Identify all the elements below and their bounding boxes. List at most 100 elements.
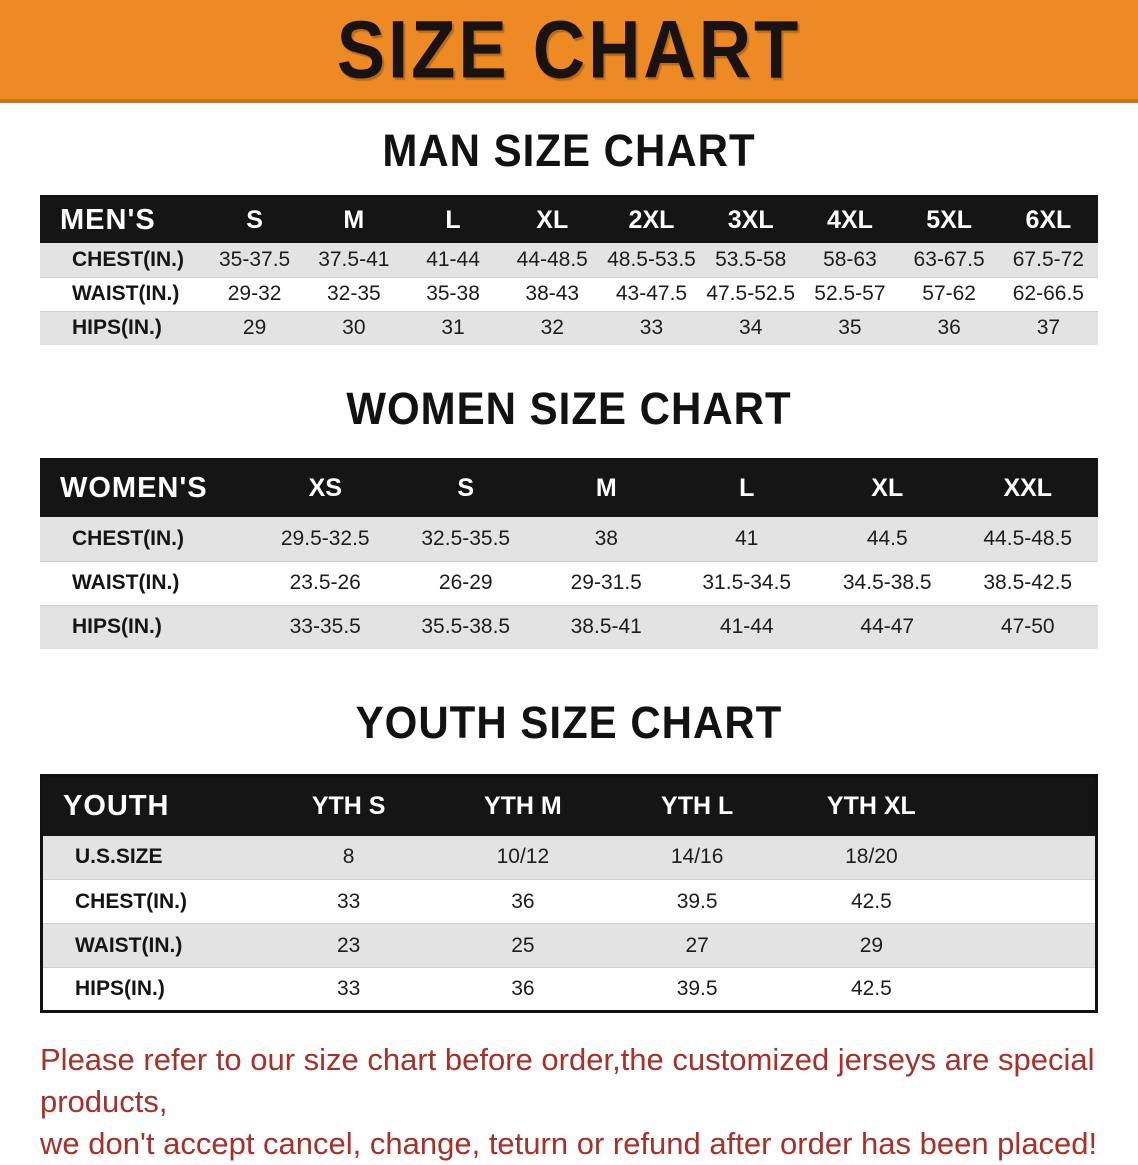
size-value-cell: 36 (511, 889, 535, 913)
size-value-cell: 29-32 (227, 282, 282, 305)
measurement-row: HIPS(IN.) 29 30 31 32 33 34 35 36 37 (40, 311, 1098, 345)
size-value-cell: 48.5-53.5 (607, 247, 696, 271)
table-group-label: YOUTH (41, 775, 262, 836)
size-value-cell: 43-47.5 (615, 282, 688, 305)
women-size-chart-title: WOMEN SIZE CHART (346, 383, 792, 434)
size-value-cell: 34 (739, 316, 763, 340)
row-label: CHEST(IN.) (72, 526, 184, 550)
size-value-cell: 47.5-52.5 (706, 282, 796, 305)
measurement-row: HIPS(IN.) 33 36 39.5 42.5 (41, 967, 1097, 1012)
size-value-cell: 27 (685, 933, 709, 957)
size-value-cell: 57-62 (922, 282, 976, 305)
size-value-cell: 38.5-42.5 (983, 571, 1073, 594)
size-column-header: XS (255, 459, 396, 517)
size-value-cell: 38.5-41 (570, 615, 642, 639)
size-value-cell: 35 (838, 316, 862, 340)
man-size-chart-title: MAN SIZE CHART (382, 125, 756, 176)
size-value-cell: 36 (937, 316, 961, 340)
size-value-cell: 33 (639, 316, 664, 340)
man-size-table: MEN'S S M L XL 2XL 3XL 4XL 5XL 6XL CHEST(IN.) 35-37… (40, 195, 1098, 345)
size-column-header: S (395, 459, 536, 517)
size-value-cell: 32 (540, 316, 564, 340)
size-value-cell: 18/20 (845, 845, 898, 869)
size-value-cell: 31.5-34.5 (702, 571, 792, 594)
row-label: CHEST(IN.) (72, 247, 184, 271)
row-label: HIPS(IN.) (75, 977, 165, 1000)
size-table-header-row: MEN'S S M L XL 2XL 3XL 4XL 5XL 6XL (40, 196, 1098, 243)
size-table-header-row: YOUTH YTH S YTH M YTH L YTH XL (41, 775, 1097, 836)
size-column-header: S (205, 196, 305, 243)
size-value-cell: 23 (336, 933, 361, 957)
row-filler-cell (959, 836, 1097, 880)
row-label: U.S.SIZE (75, 845, 163, 869)
size-table-header-row: WOMEN'S XS S M L XL XXL (40, 459, 1098, 517)
size-value-cell: 35-37.5 (218, 247, 291, 271)
size-value-cell: 44-48.5 (516, 247, 588, 271)
size-value-cell: 10/12 (496, 845, 550, 869)
disclaimer-line-1: Please refer to our size chart before or… (40, 1042, 1095, 1119)
size-column-header: XL (817, 459, 958, 517)
row-filler-cell (959, 968, 1097, 1012)
size-value-cell: 36 (511, 977, 535, 1000)
size-column-header: L (403, 196, 503, 243)
size-value-cell: 23.5-26 (289, 571, 361, 594)
row-filler-cell (959, 880, 1097, 924)
row-label: WAIST(IN.) (75, 933, 183, 957)
size-value-cell: 39.5 (676, 889, 718, 913)
table-group-label: MEN'S (40, 196, 205, 243)
measurement-row: CHEST(IN.) 35-37.5 37.5-41 41-44 44-48.5 48.5… (40, 243, 1098, 277)
size-value-cell: 29.5-32.5 (280, 526, 370, 550)
size-value-cell: 33-35.5 (289, 615, 361, 639)
measurement-row: HIPS(IN.) 33-35.5 35.5-38.5 38.5-41 41-44 44-… (40, 605, 1098, 649)
youth-size-table: YOUTH YTH S YTH M YTH L YTH XL U.S.SIZE 8 10/12… (40, 774, 1098, 1013)
measurement-row: WAIST(IN.) 23 25 27 29 (41, 923, 1097, 968)
measurement-row: CHEST(IN.) 29.5-32.5 32.5-35.5 38 41 44.5 44.5… (40, 517, 1098, 561)
size-value-cell: 29-31.5 (570, 571, 642, 594)
banner-title: SIZE CHART (336, 3, 802, 96)
row-label: CHEST(IN.) (75, 889, 187, 913)
size-column-header: XL (502, 196, 602, 243)
size-value-cell: 53.5-58 (715, 247, 787, 271)
row-label: WAIST(IN.) (72, 282, 180, 305)
size-column-header: M (536, 459, 677, 517)
size-column-header: 6XL (998, 196, 1098, 243)
size-column-header: YTH XL (784, 775, 959, 836)
size-value-cell: 44-47 (860, 615, 915, 639)
size-value-cell: 63-67.5 (913, 247, 985, 271)
youth-size-chart-title: YOUTH SIZE CHART (355, 697, 783, 748)
measurement-row: WAIST(IN.) 29-32 32-35 35-38 38-43 43-47.5 47.… (40, 277, 1098, 311)
size-column-header: YTH S (261, 775, 436, 836)
size-value-cell: 32-35 (326, 282, 381, 305)
row-label: HIPS(IN.) (72, 615, 162, 639)
size-value-cell: 37.5-41 (318, 247, 390, 271)
row-label: WAIST(IN.) (72, 571, 180, 594)
disclaimer-note: Please refer to our size chart before or… (40, 1039, 1114, 1165)
size-value-cell: 39.5 (676, 977, 718, 1000)
size-value-cell: 67.5-72 (1012, 247, 1084, 271)
size-value-cell: 32.5-35.5 (421, 526, 511, 550)
size-value-cell: 38-43 (525, 282, 580, 305)
size-value-cell: 42.5 (850, 977, 892, 1000)
size-chart-banner: SIZE CHART (0, 0, 1138, 103)
size-value-cell: 58-63 (823, 247, 877, 271)
table-group-label: WOMEN'S (40, 459, 255, 517)
size-column-header: M (304, 196, 404, 243)
size-value-cell: 33 (336, 889, 361, 913)
size-column-header: YTH L (610, 775, 785, 836)
size-value-cell: 30 (342, 316, 366, 340)
size-column-header: XXL (957, 459, 1098, 517)
size-value-cell: 35-38 (426, 282, 480, 305)
measurement-row: U.S.SIZE 8 10/12 14/16 18/20 (41, 835, 1097, 880)
size-value-cell: 35.5-38.5 (421, 615, 511, 639)
size-value-cell: 34.5-38.5 (842, 571, 932, 594)
size-value-cell: 14/16 (670, 845, 724, 869)
size-value-cell: 31 (441, 316, 465, 340)
disclaimer-line-2: we don't accept cancel, change, teturn o… (40, 1126, 1098, 1161)
size-value-cell: 47-50 (1000, 615, 1055, 639)
size-value-cell: 33 (336, 977, 361, 1000)
measurement-row: CHEST(IN.) 33 36 39.5 42.5 (41, 879, 1097, 924)
size-value-cell: 25 (511, 933, 535, 957)
size-value-cell: 29 (859, 933, 884, 957)
size-value-cell: 8 (342, 845, 355, 869)
size-value-cell: 26-29 (438, 571, 493, 594)
